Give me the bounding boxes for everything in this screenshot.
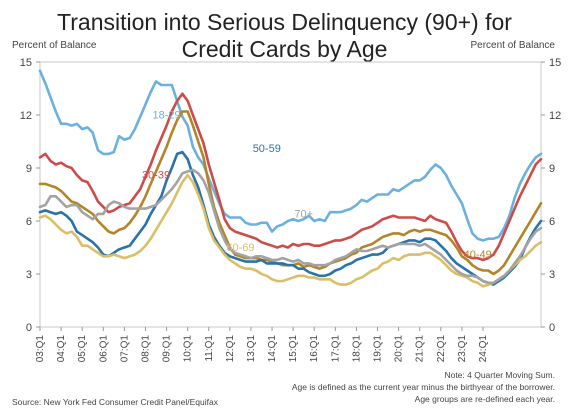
x-tick-label: 08:Q1 bbox=[140, 335, 151, 363]
x-tick-label: 18:Q1 bbox=[351, 335, 362, 363]
x-tick-label: 16:Q1 bbox=[309, 335, 320, 363]
chart-title-line-1: Transition into Serious Delinquency (90+… bbox=[57, 9, 512, 35]
note-age-groups: Age groups are re-defined each year. bbox=[414, 394, 555, 404]
series-label-70+: 70+ bbox=[294, 208, 313, 220]
x-tick-label: 23:Q1 bbox=[457, 335, 468, 363]
y-tick-label-right: 3 bbox=[549, 269, 555, 281]
x-tick-label: 19:Q1 bbox=[373, 335, 384, 363]
series-label-40-49: 40-49 bbox=[464, 249, 492, 261]
y-tick-label-left: 9 bbox=[26, 163, 32, 175]
series-label-60-69: 60-69 bbox=[226, 242, 254, 254]
y-tick-label-left: 15 bbox=[20, 57, 32, 69]
x-tick-label: 22:Q1 bbox=[436, 335, 447, 363]
x-tick-label: 20:Q1 bbox=[394, 335, 405, 363]
x-tick-label: 07:Q1 bbox=[119, 335, 130, 363]
x-tick-label: 12:Q1 bbox=[225, 335, 236, 363]
series-line-30-39 bbox=[38, 92, 543, 262]
x-tick-label: 10:Q1 bbox=[183, 335, 194, 363]
x-tick-label: 06:Q1 bbox=[98, 335, 109, 363]
series-label-18-29: 18-29 bbox=[152, 110, 180, 122]
y-tick-label-left: 3 bbox=[26, 269, 32, 281]
y-tick-label-right: 12 bbox=[549, 110, 561, 122]
series-line-60-69 bbox=[38, 173, 543, 288]
series-line-50-59 bbox=[38, 150, 543, 286]
y-tick-label-right: 15 bbox=[549, 57, 561, 69]
right-axis-unit-label: Percent of Balance bbox=[470, 40, 556, 51]
series-label-30-39: 30-39 bbox=[142, 170, 170, 182]
y-tick-label-right: 0 bbox=[549, 322, 555, 334]
x-tick-label: 24:Q1 bbox=[478, 335, 489, 363]
series-line-70+ bbox=[38, 168, 543, 285]
y-tick-label-left: 6 bbox=[26, 216, 32, 228]
x-tick-label: 15:Q1 bbox=[288, 335, 299, 363]
y-tick-label-right: 6 bbox=[549, 216, 555, 228]
x-tick-label: 11:Q1 bbox=[204, 335, 215, 362]
x-tick-label: 05:Q1 bbox=[77, 335, 88, 363]
note-moving-sum: Note: 4 Quarter Moving Sum. bbox=[444, 370, 555, 380]
chart-title-line-2: Credit Cards by Age bbox=[181, 36, 388, 62]
x-tick-label: 04:Q1 bbox=[56, 335, 67, 363]
x-tick-label: 14:Q1 bbox=[267, 335, 278, 363]
x-tick-label: 21:Q1 bbox=[415, 335, 426, 363]
series-label-50-59: 50-59 bbox=[253, 143, 281, 155]
x-tick-label: 09:Q1 bbox=[162, 335, 173, 363]
x-tick-label: 03:Q1 bbox=[35, 335, 46, 363]
y-tick-label-right: 9 bbox=[549, 163, 555, 175]
x-tick-label: 13:Q1 bbox=[246, 335, 257, 363]
y-tick-label-left: 12 bbox=[20, 110, 32, 122]
note-age-definition: Age is defined as the current year minus… bbox=[291, 382, 555, 392]
plot-area-frame bbox=[39, 61, 542, 328]
x-tick-label: 17:Q1 bbox=[330, 335, 341, 363]
y-tick-label-left: 0 bbox=[26, 322, 32, 334]
left-axis-unit-label: Percent of Balance bbox=[12, 40, 97, 51]
source-note: Source: New York Fed Consumer Credit Pan… bbox=[12, 397, 218, 407]
series-line-18-29 bbox=[38, 69, 543, 242]
